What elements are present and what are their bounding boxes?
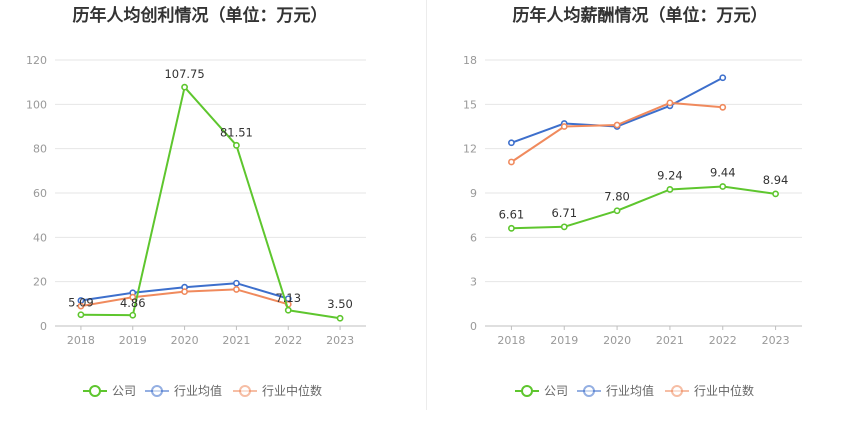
legend-marker bbox=[89, 385, 101, 397]
y-tick-label: 3 bbox=[470, 276, 477, 289]
data-point-company bbox=[336, 314, 344, 322]
data-point-company bbox=[129, 311, 137, 319]
legend-label: 行业均值 bbox=[606, 383, 654, 398]
legend-marker bbox=[239, 385, 251, 397]
legend-label: 行业均值 bbox=[174, 383, 222, 398]
data-point-company bbox=[233, 141, 240, 149]
legend-label: 行业中位数 bbox=[262, 383, 322, 398]
data-point-industry_median bbox=[508, 158, 515, 166]
y-tick-label: 0 bbox=[470, 320, 477, 333]
data-point-industry_median bbox=[719, 103, 727, 111]
x-tick-label: 2021 bbox=[656, 334, 684, 347]
data-point-industry_avg bbox=[233, 279, 240, 287]
y-tick-label: 20 bbox=[33, 276, 47, 289]
data-label: 81.51 bbox=[220, 125, 253, 139]
data-point-company bbox=[181, 83, 188, 91]
legend-label: 公司 bbox=[544, 384, 568, 398]
y-tick-label: 60 bbox=[33, 187, 47, 200]
y-tick-label: 9 bbox=[470, 187, 477, 200]
y-tick-label: 6 bbox=[470, 231, 477, 244]
data-point-company bbox=[719, 183, 727, 190]
legend-item-industry_avg: 行业均值 bbox=[145, 383, 222, 398]
data-point-company bbox=[284, 306, 292, 314]
data-label: 107.75 bbox=[164, 67, 204, 81]
legend-item-industry_median: 行业中位数 bbox=[665, 383, 754, 398]
series-line-industry_avg bbox=[511, 76, 724, 144]
data-point-company bbox=[613, 207, 621, 215]
salary-chart-svg: 历年人均薪酬情况（单位：万元） 0 3 6 9 12 15 18 2018 2019 2020 202… bbox=[463, 5, 802, 398]
legend-item-industry_median: 行业中位数 bbox=[233, 383, 322, 398]
data-label: 6.71 bbox=[551, 206, 577, 220]
data-point-industry_median bbox=[77, 302, 85, 310]
x-tick-label: 2019 bbox=[550, 334, 578, 347]
legend-item-industry_avg: 行业均值 bbox=[577, 383, 654, 398]
x-tick-label: 2023 bbox=[326, 334, 354, 347]
legend-marker bbox=[151, 385, 163, 397]
series-line-industry_median bbox=[510, 101, 723, 163]
series-line-company bbox=[80, 86, 341, 320]
y-tick-label: 100 bbox=[26, 98, 47, 111]
data-label: 9.44 bbox=[710, 165, 736, 179]
x-tick-label: 2022 bbox=[709, 334, 737, 347]
x-tick-label: 2020 bbox=[171, 334, 199, 347]
data-point-industry_median bbox=[233, 286, 240, 293]
legend-marker bbox=[671, 385, 683, 397]
x-tick-label: 2019 bbox=[119, 334, 147, 347]
y-tick-label: 15 bbox=[463, 98, 477, 111]
data-label: 8.94 bbox=[763, 173, 789, 187]
legend-item-company: 公司 bbox=[515, 384, 568, 398]
data-label: 7.13 bbox=[275, 291, 301, 305]
data-point-company bbox=[560, 223, 568, 231]
data-label: 5.09 bbox=[68, 296, 94, 310]
data-point-industry_median bbox=[129, 293, 137, 301]
x-tick-label: 2021 bbox=[222, 334, 250, 347]
y-tick-label: 0 bbox=[40, 320, 47, 333]
data-point-company bbox=[772, 190, 779, 198]
data-point-company bbox=[666, 186, 674, 193]
y-tick-label: 12 bbox=[463, 143, 477, 156]
x-tick-label: 2023 bbox=[762, 334, 790, 347]
data-point-industry_median bbox=[181, 288, 188, 296]
profit-chart-svg: 历年人均创利情况（单位：万元） 0 20 40 60 80 100 120 2018 2019 20… bbox=[26, 5, 366, 398]
legend-marker bbox=[583, 385, 595, 397]
profit-per-capita-chart: 历年人均创利情况（单位：万元） 0 20 40 60 80 100 120 2018 2019 20… bbox=[26, 5, 366, 398]
data-point-industry_median bbox=[666, 99, 674, 107]
y-tick-label: 18 bbox=[463, 54, 477, 67]
data-point-company bbox=[508, 224, 515, 232]
x-tick-label: 2022 bbox=[274, 334, 302, 347]
data-point-industry_avg bbox=[508, 139, 515, 147]
legend-label: 行业中位数 bbox=[694, 383, 754, 398]
salary-per-capita-chart: 历年人均薪酬情况（单位：万元） 0 3 6 9 12 15 18 2018 2019 2020 202… bbox=[427, 0, 850, 437]
data-point-company bbox=[77, 311, 85, 319]
data-point-industry_median bbox=[613, 121, 621, 129]
chart-title: 历年人均薪酬情况（单位：万元） bbox=[513, 5, 768, 26]
y-tick-label: 40 bbox=[33, 231, 47, 244]
chart-title: 历年人均创利情况（单位：万元） bbox=[73, 5, 328, 26]
data-label: 9.24 bbox=[657, 168, 683, 182]
y-tick-label: 120 bbox=[26, 54, 47, 67]
data-label: 6.61 bbox=[499, 207, 525, 221]
legend-item-company: 公司 bbox=[83, 384, 136, 398]
data-point-industry_avg bbox=[719, 74, 727, 82]
data-label: 4.86 bbox=[120, 296, 146, 310]
legend-label: 公司 bbox=[112, 384, 136, 398]
data-point-industry_median bbox=[560, 123, 568, 130]
series-line-company bbox=[511, 185, 776, 230]
legend-marker bbox=[521, 385, 533, 397]
x-tick-label: 2018 bbox=[67, 334, 95, 347]
data-label: 3.50 bbox=[327, 297, 353, 311]
x-tick-label: 2020 bbox=[603, 334, 631, 347]
x-tick-label: 2018 bbox=[497, 334, 525, 347]
panel-divider bbox=[426, 0, 427, 410]
data-label: 7.80 bbox=[604, 190, 630, 204]
y-tick-label: 80 bbox=[33, 143, 47, 156]
